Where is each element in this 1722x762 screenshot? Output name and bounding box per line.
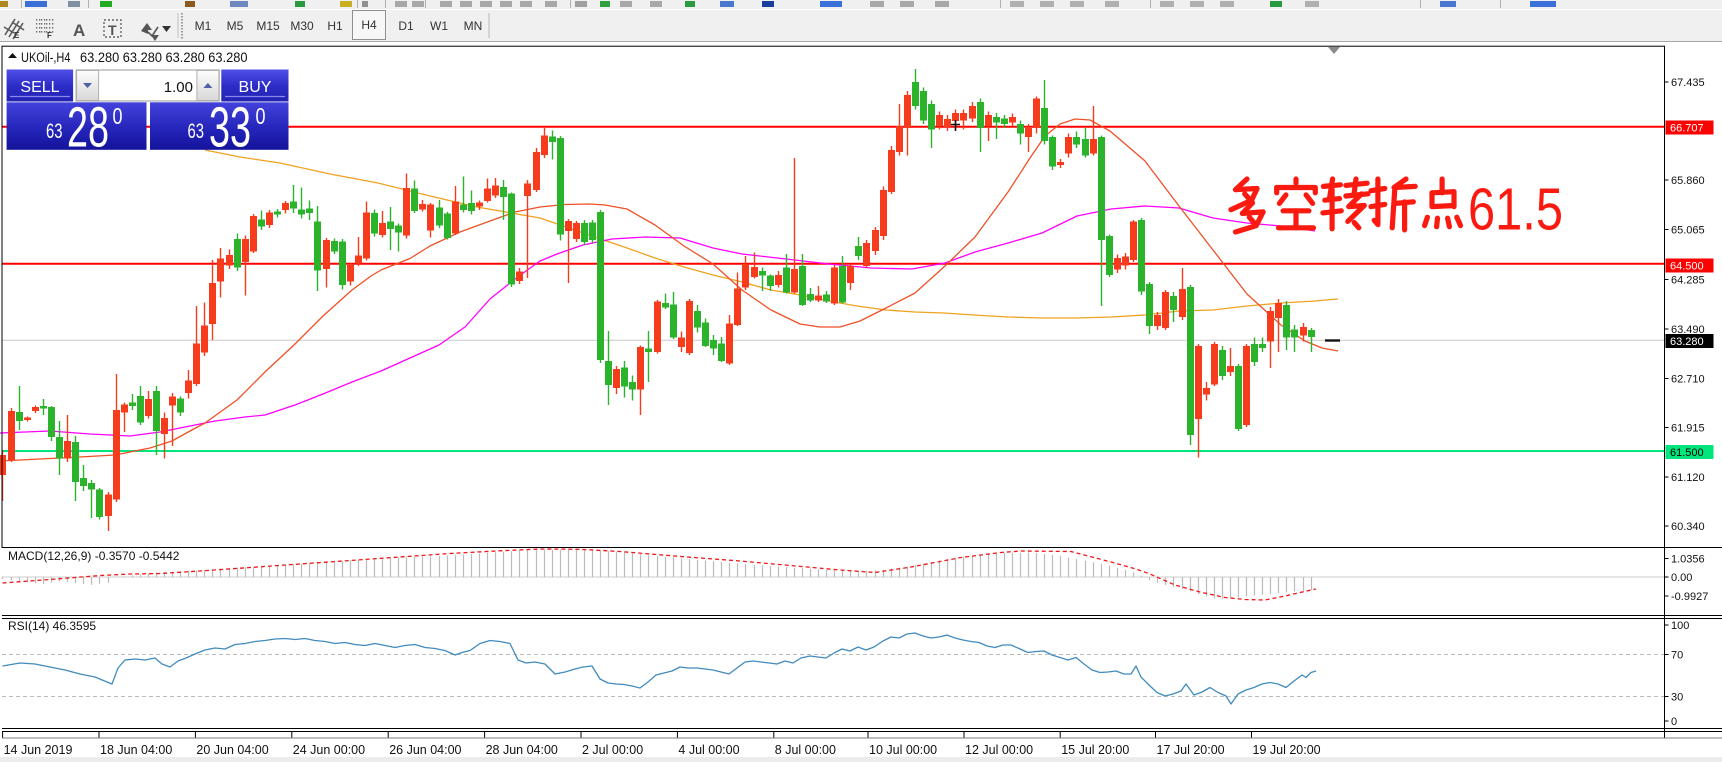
svg-text:8 Jul 00:00: 8 Jul 00:00: [775, 743, 836, 757]
svg-text:62.710: 62.710: [1671, 374, 1705, 386]
svg-text:64.500: 64.500: [1670, 261, 1704, 273]
svg-text:30: 30: [1671, 692, 1683, 704]
svg-text:28: 28: [67, 96, 109, 160]
svg-text:4 Jul 00:00: 4 Jul 00:00: [678, 743, 739, 757]
svg-text:28 Jun 04:00: 28 Jun 04:00: [486, 743, 558, 757]
svg-text:33: 33: [209, 96, 251, 160]
svg-text:1.00: 1.00: [164, 79, 193, 96]
svg-text:64.285: 64.285: [1671, 275, 1705, 287]
svg-text:26 Jun 04:00: 26 Jun 04:00: [389, 743, 461, 757]
svg-text:63: 63: [46, 120, 63, 143]
svg-text:RSI(14) 46.3595: RSI(14) 46.3595: [8, 619, 96, 633]
svg-text:63.280 63.280 63.280 63.280: 63.280 63.280 63.280 63.280: [80, 50, 248, 65]
svg-text:60.340: 60.340: [1671, 521, 1705, 533]
svg-text:2 Jul 00:00: 2 Jul 00:00: [582, 743, 643, 757]
svg-text:SELL: SELL: [20, 79, 59, 96]
svg-text:MACD(12,26,9) -0.3570 -0.5442: MACD(12,26,9) -0.3570 -0.5442: [8, 549, 180, 563]
svg-text:BUY: BUY: [239, 79, 272, 96]
svg-text:61.915: 61.915: [1671, 423, 1705, 435]
svg-text:0: 0: [256, 103, 266, 129]
svg-text:65.065: 65.065: [1671, 225, 1705, 237]
svg-text:63: 63: [188, 120, 205, 143]
svg-text:UKOil-,H4: UKOil-,H4: [21, 50, 71, 65]
svg-text:17 Jul 20:00: 17 Jul 20:00: [1157, 743, 1225, 757]
svg-text:67.435: 67.435: [1671, 77, 1705, 89]
svg-text:E: E: [14, 31, 20, 40]
svg-text:0: 0: [1671, 716, 1677, 728]
svg-text:24 Jun 00:00: 24 Jun 00:00: [293, 743, 365, 757]
svg-text:63.280: 63.280: [1670, 336, 1704, 348]
svg-text:14 Jun 2019: 14 Jun 2019: [4, 743, 73, 757]
svg-text:61.120: 61.120: [1671, 472, 1705, 484]
svg-text:18 Jun 04:00: 18 Jun 04:00: [100, 743, 172, 757]
svg-text:70: 70: [1671, 650, 1683, 662]
svg-text:0: 0: [113, 103, 123, 129]
svg-text:1.0356: 1.0356: [1671, 554, 1705, 566]
svg-text:63.490: 63.490: [1671, 324, 1705, 336]
svg-text:F: F: [47, 31, 52, 40]
svg-text:19 Jul 20:00: 19 Jul 20:00: [1253, 743, 1321, 757]
svg-text:-0.9927: -0.9927: [1671, 591, 1708, 603]
svg-text:66.707: 66.707: [1670, 123, 1704, 135]
svg-text:65.860: 65.860: [1671, 175, 1705, 187]
svg-text:61.5: 61.5: [1468, 177, 1563, 243]
svg-text:T: T: [108, 22, 117, 38]
svg-text:12 Jul 00:00: 12 Jul 00:00: [965, 743, 1033, 757]
svg-text:15 Jul 20:00: 15 Jul 20:00: [1061, 743, 1129, 757]
svg-text:61.500: 61.500: [1670, 447, 1704, 459]
svg-text:0.00: 0.00: [1671, 572, 1692, 584]
svg-text:10 Jul 00:00: 10 Jul 00:00: [869, 743, 937, 757]
svg-text:A: A: [73, 21, 85, 40]
svg-text:20 Jun 04:00: 20 Jun 04:00: [196, 743, 268, 757]
svg-text:100: 100: [1671, 620, 1689, 632]
